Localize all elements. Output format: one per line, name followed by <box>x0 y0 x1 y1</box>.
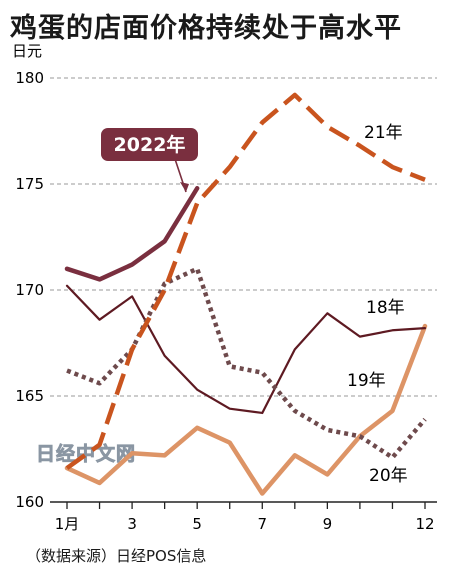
series-label-18: 18年 <box>366 298 405 318</box>
y-tick-label: 175 <box>15 175 44 193</box>
legend-2022-callout: 2022年 <box>101 128 198 193</box>
y-tick-label: 160 <box>15 493 44 511</box>
watermark: 日经中文网 <box>36 442 136 465</box>
y-axis-ticks: 160 165 170 175 180 <box>15 69 44 511</box>
legend-2022-box <box>101 128 198 161</box>
series-lines <box>64 92 428 496</box>
y-axis-unit-label: 日元 <box>12 42 42 60</box>
y-tick-label: 165 <box>15 387 44 405</box>
chart-title: 鸡蛋的店面价格持续处于高水平 <box>10 13 402 44</box>
y-tick-label: 180 <box>15 69 44 87</box>
series-line-4 <box>64 323 428 496</box>
series-line-2 <box>65 284 427 415</box>
series-line-1 <box>65 92 426 470</box>
series-line-0 <box>64 185 200 282</box>
series-label-19: 19年 <box>347 371 386 391</box>
x-tick-label: 3 <box>127 515 137 533</box>
legend-2022-label: 2022年 <box>114 133 186 156</box>
series-label-20: 20年 <box>369 466 408 486</box>
x-tick-label: 9 <box>323 515 333 533</box>
x-tick-label: 5 <box>192 515 202 533</box>
x-axis-ticks: 1月 3 5 7 9 12 <box>55 502 435 533</box>
x-tick-label: 7 <box>257 515 267 533</box>
source-note: （数据来源）日经POS信息 <box>26 547 207 565</box>
series-label-21: 21年 <box>364 123 403 143</box>
legend-2022-pointer-head <box>180 182 189 192</box>
y-tick-label: 170 <box>15 281 44 299</box>
x-tick-label: 12 <box>415 515 434 533</box>
series-line-3 <box>66 266 427 460</box>
x-tick-label: 1月 <box>55 515 80 533</box>
grid-lines <box>50 77 437 397</box>
